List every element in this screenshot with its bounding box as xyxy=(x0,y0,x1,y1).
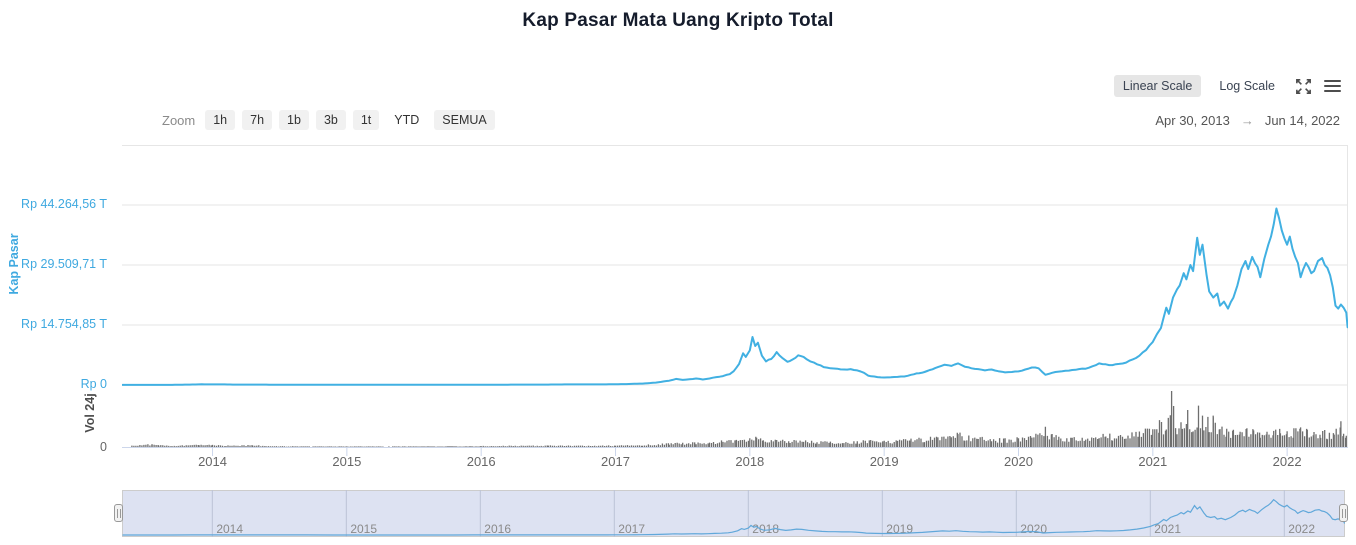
zoom-button-ytd[interactable]: YTD xyxy=(394,113,420,127)
navigator-year-label: 2018 xyxy=(752,522,779,536)
y-axis-label: Rp 29.509,71 T xyxy=(21,256,107,271)
arrow-right-icon: → xyxy=(1240,113,1254,128)
x-axis-label: 2022 xyxy=(1272,454,1302,469)
zoom-button-3b[interactable]: 3b xyxy=(315,110,346,130)
y-axis-label: Rp 14.754,85 T xyxy=(21,317,107,331)
chart-menu-icon[interactable] xyxy=(1322,76,1342,96)
date-range: Apr 30, 2013 → Jun 14, 2022 xyxy=(1155,113,1340,128)
x-axis-label: 2019 xyxy=(869,454,899,469)
linear-scale-button[interactable]: Linear Scale xyxy=(1113,75,1202,97)
zoom-button-semua[interactable]: SEMUA xyxy=(434,110,495,130)
scale-controls: Linear Scale Log Scale xyxy=(1113,75,1342,97)
zoom-label: Zoom xyxy=(162,112,196,128)
navigator-year-label: 2015 xyxy=(350,522,377,536)
x-axis-label: 2017 xyxy=(601,454,630,469)
page-title: Kap Pasar Mata Uang Kripto Total xyxy=(522,10,834,31)
navigator-year-label: 2022 xyxy=(1288,522,1315,536)
navigator-year-label: 2020 xyxy=(1020,522,1047,536)
x-axis-label: 2020 xyxy=(1004,454,1033,469)
x-axis-label: 2015 xyxy=(332,454,362,469)
navigator-left-handle[interactable] xyxy=(114,504,123,522)
x-axis-label: 2016 xyxy=(466,454,496,469)
navigator-scrubber[interactable]: 2014 2015 2016 2017 2018 2019 2020 2021 2022 xyxy=(122,490,1345,537)
log-scale-button[interactable]: Log Scale xyxy=(1219,79,1275,93)
x-axis-label: 2014 xyxy=(198,454,227,469)
navigator-year-label: 2019 xyxy=(886,522,913,536)
y-axis-label: Rp 0 xyxy=(80,377,107,391)
volume-zero-label: 0 xyxy=(100,440,107,454)
y-axis-label: Rp 44.264,56 T xyxy=(21,196,107,211)
fullscreen-icon[interactable] xyxy=(1293,76,1313,96)
navigator-year-label: 2016 xyxy=(484,522,511,536)
zoom-button-1h[interactable]: 1h xyxy=(205,110,236,130)
navigator-right-handle[interactable] xyxy=(1339,504,1348,522)
navigator-year-label: 2014 xyxy=(216,522,243,536)
zoom-button-7h[interactable]: 7h xyxy=(242,110,273,130)
date-from-input[interactable]: Apr 30, 2013 xyxy=(1155,113,1230,128)
date-to-input[interactable]: Jun 14, 2022 xyxy=(1264,113,1340,128)
navigator-year-label: 2017 xyxy=(618,522,645,536)
zoom-button-1t[interactable]: 1t xyxy=(352,110,380,130)
range-selector: Zoom 1h 7h 1b 3b 1t YTD SEMUA xyxy=(162,110,495,130)
chart-plot-area[interactable] xyxy=(122,145,1348,457)
y-axis-title-volume: Vol 24j xyxy=(83,393,97,433)
zoom-button-1b[interactable]: 1b xyxy=(279,110,309,130)
x-axis-label: 2018 xyxy=(735,454,765,469)
navigator-year-label: 2021 xyxy=(1154,522,1181,536)
x-axis-label: 2021 xyxy=(1138,454,1168,469)
